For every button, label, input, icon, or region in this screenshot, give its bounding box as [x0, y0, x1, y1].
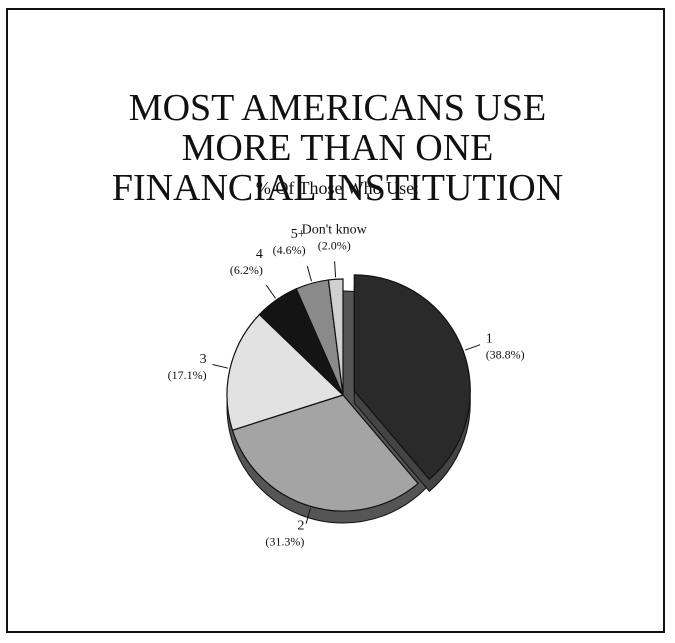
- leader-line: [212, 364, 229, 369]
- frame: [6, 8, 665, 633]
- leader-line: [334, 261, 337, 278]
- category-label: 1: [486, 332, 493, 347]
- value-label: (17.1%): [168, 368, 207, 382]
- value-label: (38.8%): [486, 348, 525, 362]
- leader-line: [306, 265, 312, 282]
- value-label: (4.6%): [273, 243, 306, 257]
- category-label: 3: [200, 352, 207, 367]
- pie-slice: [231, 394, 419, 512]
- pie-slice: [353, 274, 471, 481]
- category-label: Don't know: [302, 222, 368, 237]
- category-label: 5+: [291, 227, 306, 242]
- chart-subtitle: % Of Those Who Use:: [255, 178, 420, 198]
- value-label: (6.2%): [230, 263, 263, 277]
- pie-slice: [226, 313, 345, 431]
- value-label: (31.3%): [265, 535, 304, 549]
- category-label: 4: [256, 247, 263, 262]
- pie-slice: [327, 278, 344, 396]
- leader-line: [265, 284, 276, 299]
- chart-title: MOST AMERICANS USE MORE THAN ONE FINANCI…: [111, 87, 564, 209]
- leader-line: [464, 344, 481, 351]
- category-label: 2: [297, 519, 304, 534]
- leader-line: [305, 508, 311, 524]
- value-label: (2.0%): [318, 238, 351, 252]
